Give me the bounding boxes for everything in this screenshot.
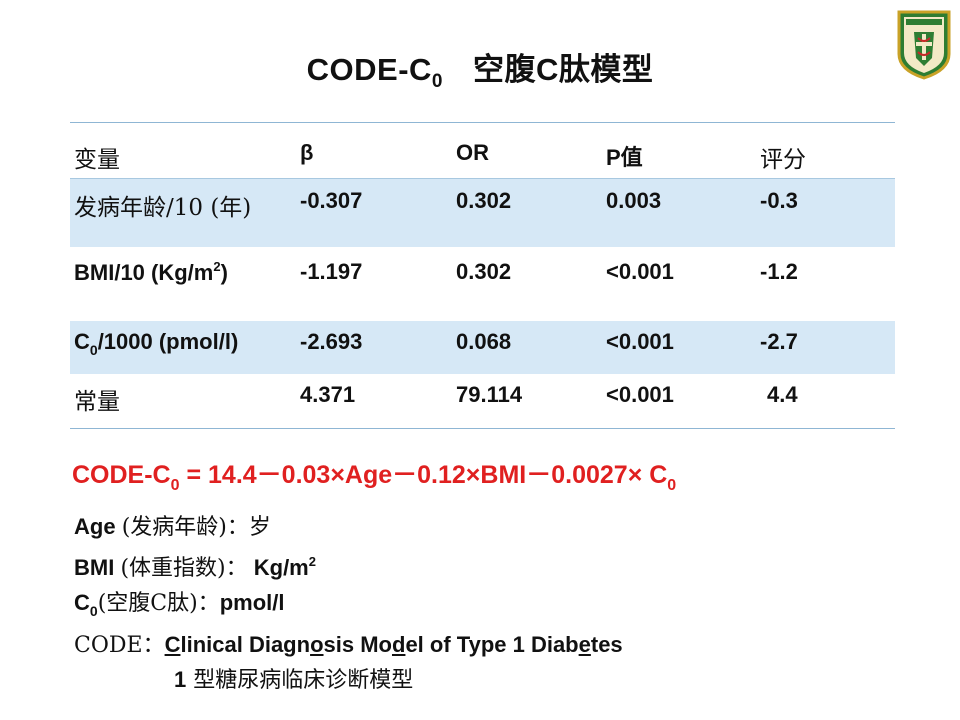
header-variable: 变量 [74, 147, 120, 173]
legend-c0: C0(空腹C肽)：pmol/l [74, 590, 285, 619]
cell-beta: -2.693 [300, 329, 363, 354]
table-header-row: 变量 β OR P值 评分 [70, 122, 895, 178]
cell-score: -0.3 [760, 188, 798, 213]
cell-variable: C0/1000 (pmol/l) [74, 329, 239, 358]
title-prefix: CODE-C [306, 52, 432, 87]
cell-p: <0.001 [606, 329, 674, 354]
table-row: 发病年龄/10 (年) -0.307 0.302 0.003 -0.3 [70, 178, 895, 247]
cell-p: 0.003 [606, 188, 662, 213]
table-row: C0/1000 (pmol/l) -2.693 0.068 <0.001 -2.… [70, 321, 895, 374]
cell-beta: -1.197 [300, 259, 363, 284]
cell-score: 4.4 [767, 382, 798, 407]
legend-code: CODE：Clinical Diagnosis Model of Type 1 … [74, 632, 623, 658]
cell-score: -1.2 [760, 259, 798, 284]
cell-variable: 发病年龄/10 (年) [74, 195, 252, 221]
score-formula: CODE-C0 = 14.4－0.03×Age－0.12×BMI－0.0027×… [72, 461, 677, 494]
table-row: 常量 4.371 79.114 <0.001 4.4 [70, 374, 895, 429]
cell-or: 0.068 [456, 329, 512, 354]
header-p: P值 [606, 145, 643, 170]
cell-score: -2.7 [760, 329, 798, 354]
cell-or: 79.114 [456, 382, 523, 407]
hospital-emblem-icon [897, 10, 951, 80]
legend-age: Age (发病年龄)：岁 [74, 514, 271, 540]
header-beta: β [300, 140, 314, 165]
cell-p: <0.001 [606, 259, 674, 284]
title-chinese: 空腹C肽模型 [472, 52, 654, 87]
table-row: BMI/10 (Kg/m2) -1.197 0.302 <0.001 -1.2 [70, 247, 895, 321]
cell-beta: -0.307 [300, 188, 363, 213]
cell-or: 0.302 [456, 259, 512, 284]
regression-table: 变量 β OR P值 评分 发病年龄/10 (年) -0.307 0.302 0… [70, 122, 895, 429]
page-title: CODE-C0 空腹C肽模型 [0, 44, 960, 93]
cell-or: 0.302 [456, 188, 512, 213]
cell-beta: 4.371 [300, 382, 356, 407]
header-or: OR [456, 140, 489, 165]
title-subscript: 0 [431, 71, 443, 92]
legend-code-chinese: 1 型糖尿病临床诊断模型 [174, 667, 414, 693]
cell-variable: 常量 [74, 389, 120, 415]
cell-p: <0.001 [606, 382, 674, 407]
cell-variable: BMI/10 (Kg/m2) [74, 259, 228, 285]
legend-bmi: BMI (体重指数)： Kg/m2 [74, 554, 316, 581]
header-score: 评分 [760, 147, 806, 173]
variable-legend: Age (发病年龄)：岁 BMI (体重指数)： Kg/m2 C0(空腹C肽)：… [74, 510, 623, 698]
